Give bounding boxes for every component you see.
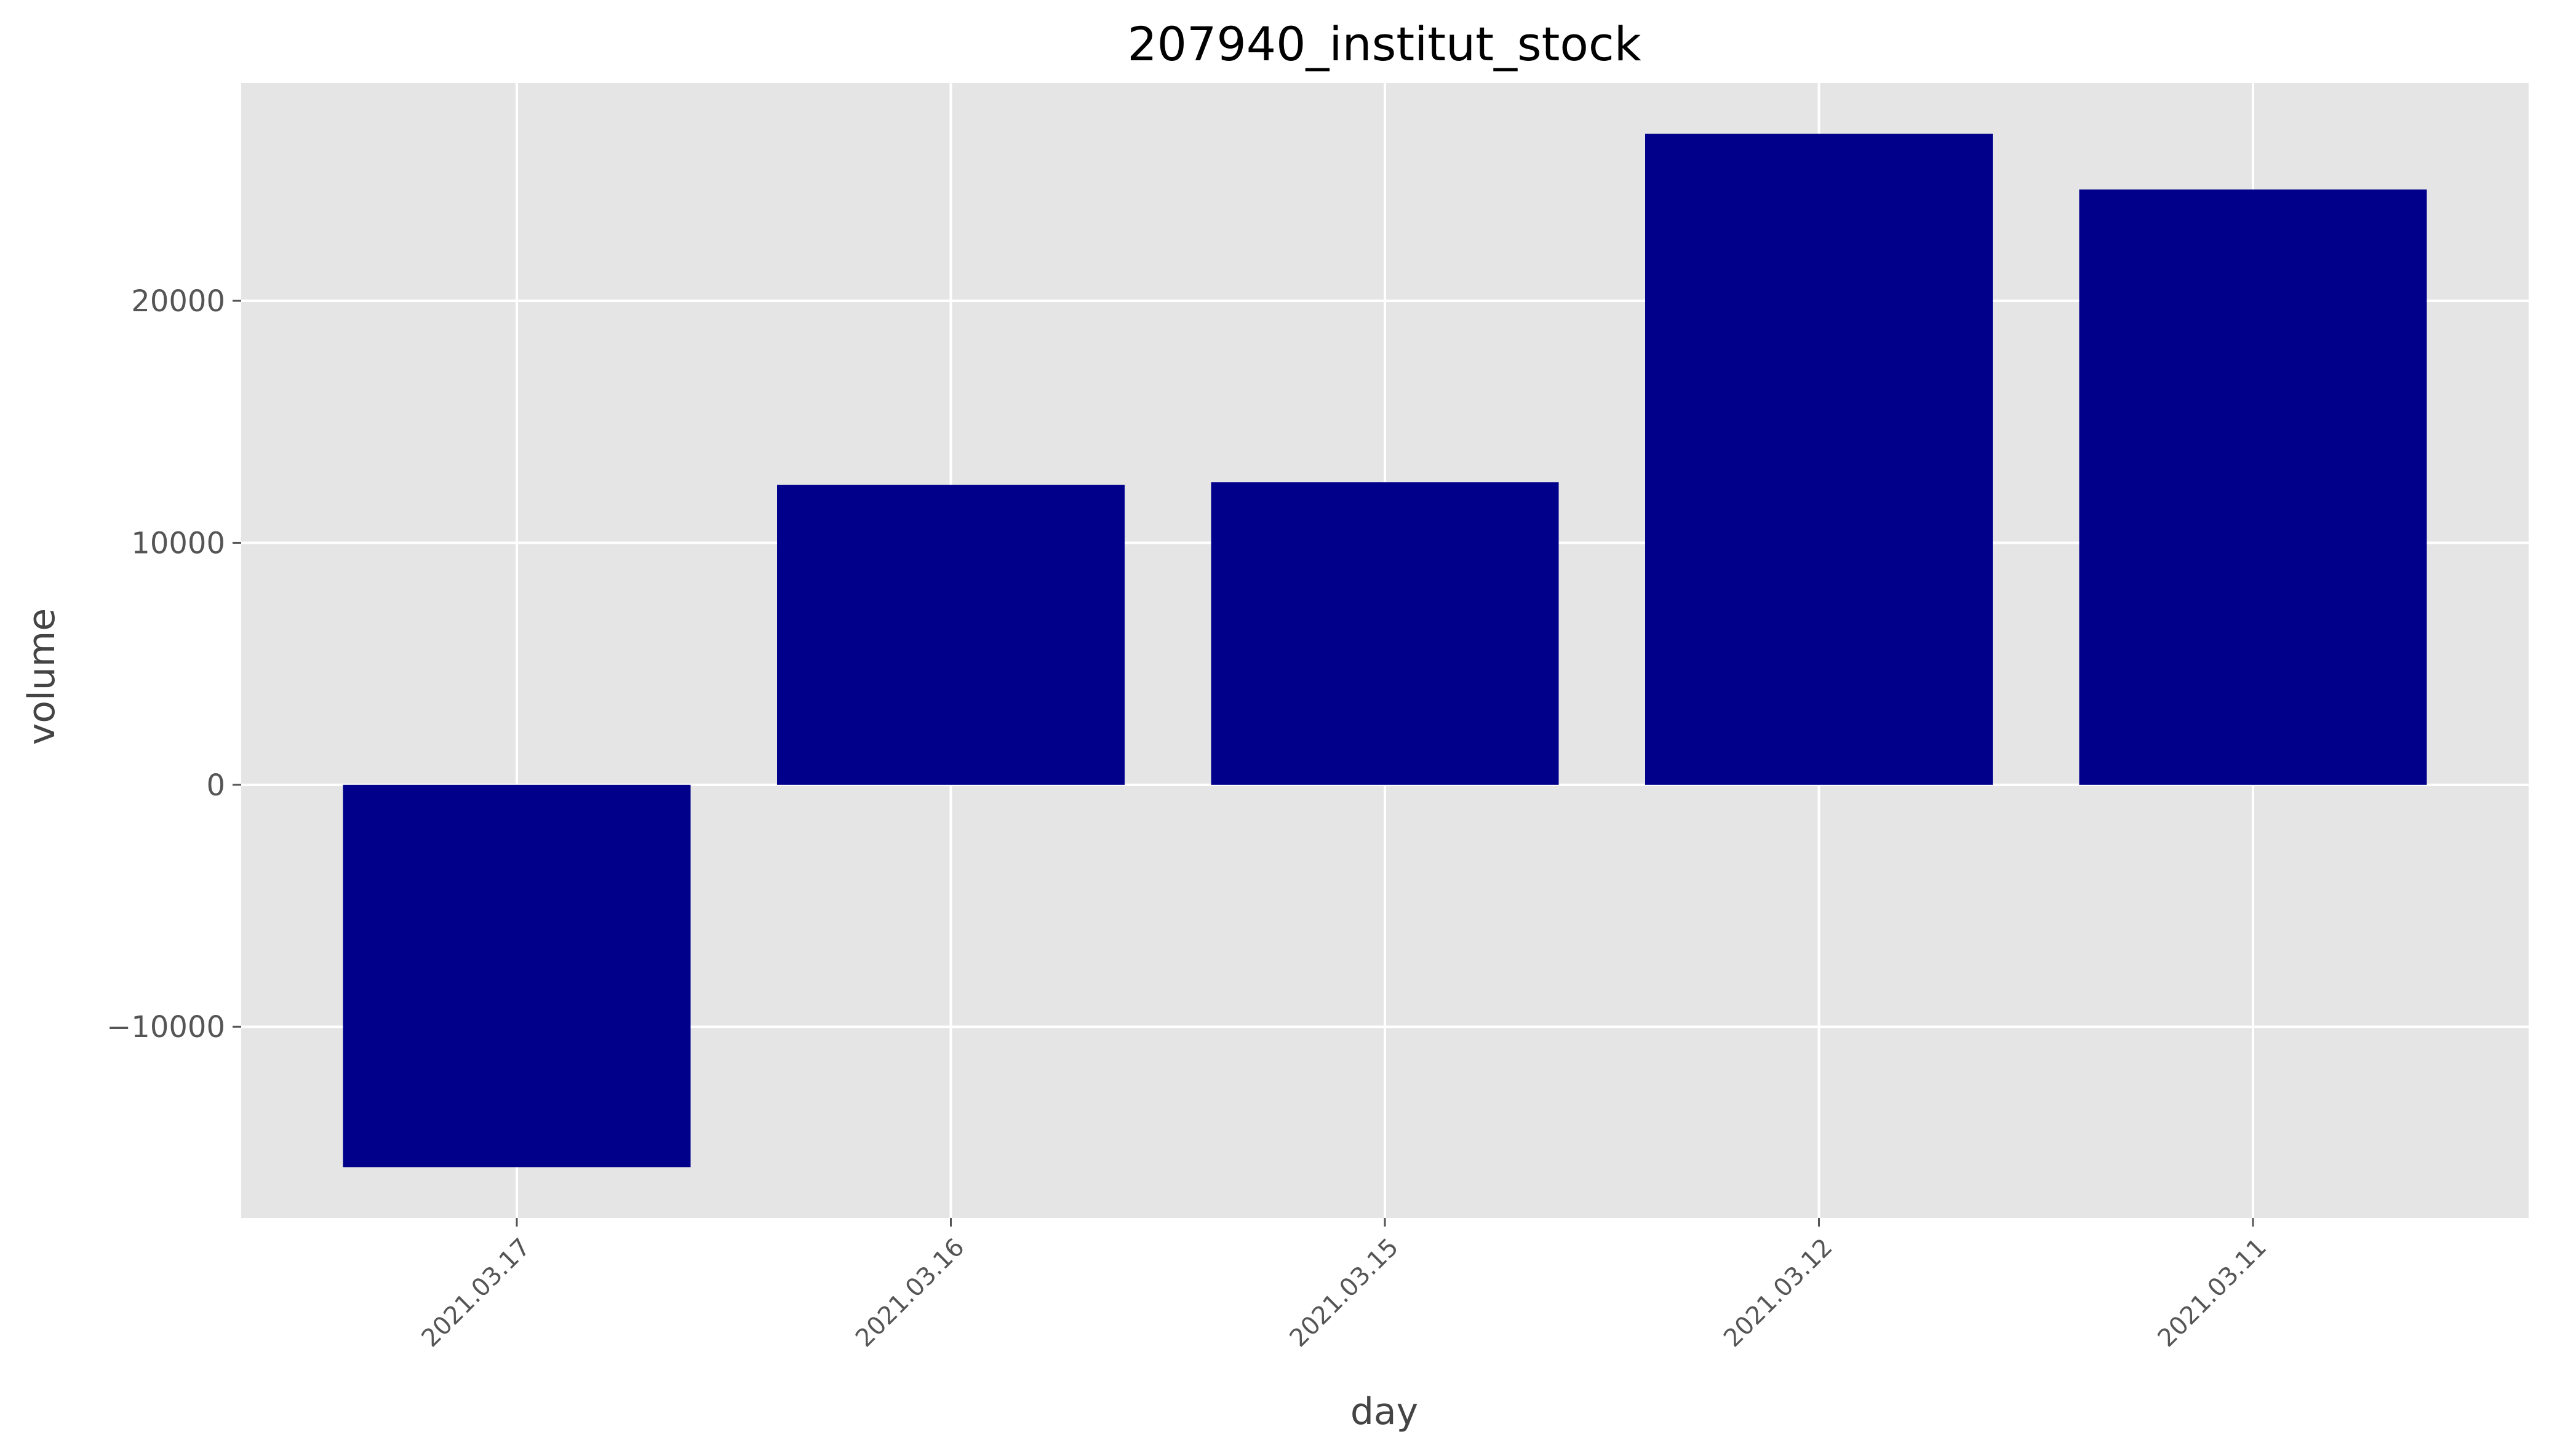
x-tick-label: 2021.03.15: [1285, 1233, 1404, 1353]
x-tick-label: 2021.03.17: [417, 1233, 536, 1353]
x-tick-label: 2021.03.16: [850, 1233, 970, 1353]
bar: [1211, 482, 1559, 785]
bar: [343, 784, 691, 1168]
bar: [777, 485, 1125, 785]
bar: [2079, 189, 2427, 785]
y-tick-labels: −10000 0 10000 20000: [106, 284, 225, 1044]
y-tick-label: −10000: [106, 1010, 225, 1044]
x-tick-label: 2021.03.12: [1718, 1233, 1838, 1353]
y-tick-label: 0: [206, 768, 225, 803]
chart-title: 207940_institut_stock: [1127, 17, 1641, 71]
x-tick-labels: 2021.03.17 2021.03.16 2021.03.15 2021.03.12…: [417, 1233, 2272, 1353]
bars: [343, 133, 2427, 1168]
y-tick-label: 20000: [131, 284, 225, 319]
x-tick-label: 2021.03.11: [2153, 1233, 2272, 1353]
x-axis-label: day: [1350, 1390, 1418, 1433]
bar: [1645, 133, 1993, 785]
y-axis-label: volume: [20, 608, 63, 745]
tick-marks: [233, 300, 2254, 1227]
y-tick-label: 10000: [131, 526, 225, 560]
